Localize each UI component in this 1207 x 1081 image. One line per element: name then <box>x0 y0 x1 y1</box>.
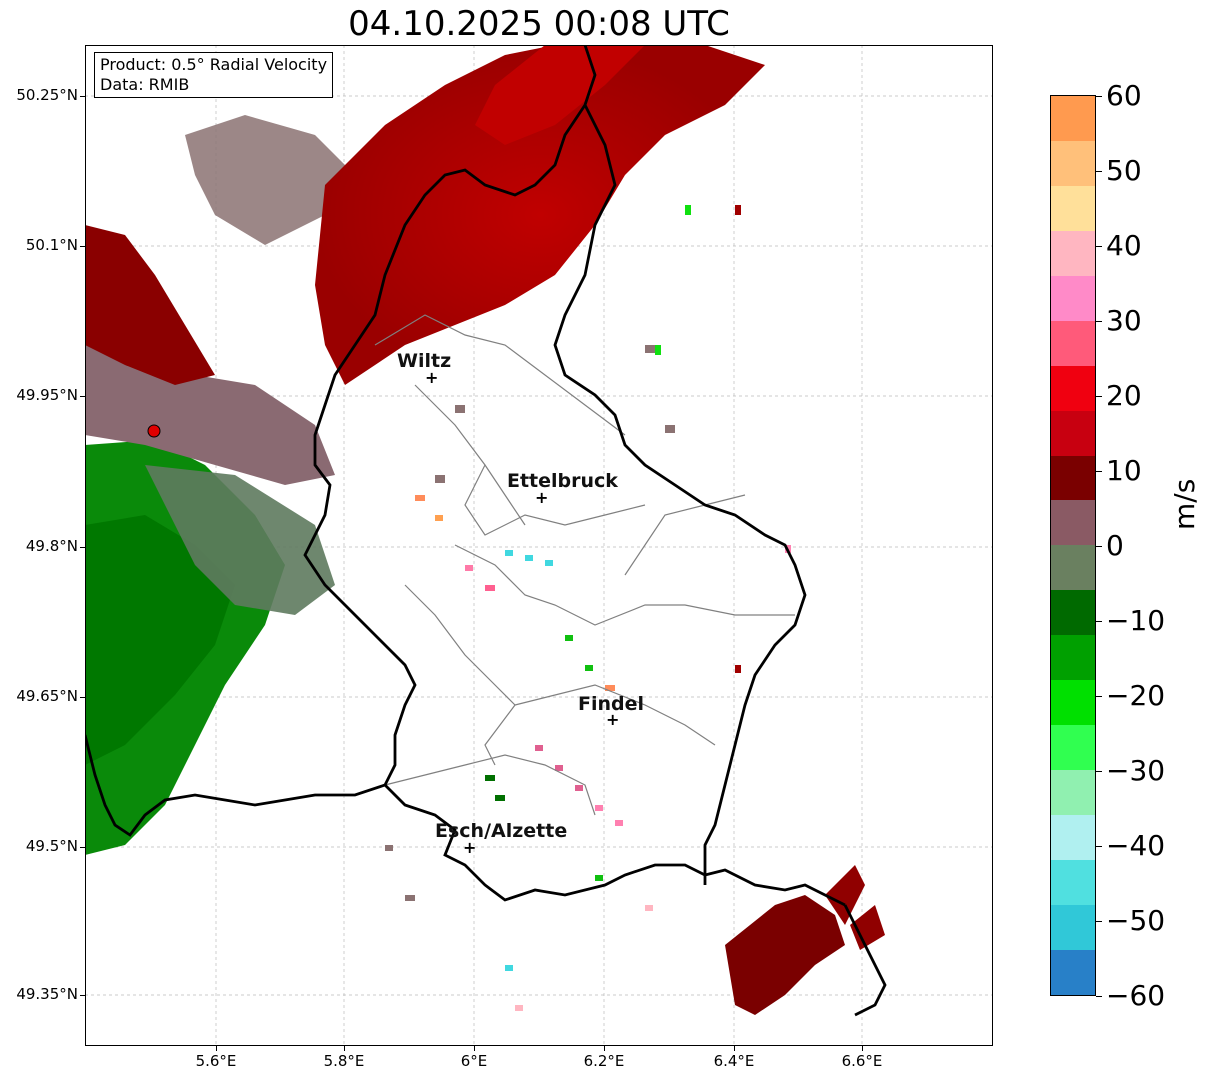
colorbar-swatch <box>1051 725 1095 771</box>
colorbar-tick-label: −10 <box>1106 604 1166 637</box>
y-tick-label: 49.35°N <box>16 985 78 1003</box>
data-source-label: Data: RMIB <box>100 75 190 94</box>
colorbar-swatch <box>1051 410 1095 456</box>
colorbar-tick-mark <box>1096 246 1102 247</box>
city-marker-esch-alzette: + <box>463 838 477 857</box>
colorbar-swatch <box>1051 320 1095 366</box>
radar-site-marker[interactable] <box>147 424 161 438</box>
colorbar-swatch <box>1051 365 1095 411</box>
y-tick-mark <box>80 96 85 97</box>
colorbar-swatch <box>1051 770 1095 815</box>
city-marker-wiltz: + <box>425 368 439 387</box>
colorbar-tick-label: 50 <box>1106 154 1142 187</box>
colorbar-swatch <box>1051 859 1095 905</box>
colorbar-swatch <box>1051 185 1095 231</box>
colorbar-tick-label: −20 <box>1106 679 1166 712</box>
colorbar-swatch <box>1051 96 1095 141</box>
city-label-wiltz: Wiltz <box>397 350 452 372</box>
y-tick-mark <box>80 396 85 397</box>
map-title: 04.10.2025 00:08 UTC <box>348 4 730 44</box>
colorbar-tick-mark <box>1096 696 1102 697</box>
x-tick-mark <box>216 1046 217 1051</box>
x-tick-mark <box>344 1046 345 1051</box>
colorbar-swatch <box>1051 590 1095 636</box>
x-tick-mark <box>604 1046 605 1051</box>
x-tick-mark <box>862 1046 863 1051</box>
x-tick-mark <box>474 1046 475 1051</box>
y-tick-label: 49.8°N <box>25 537 78 555</box>
city-label-ettelbruck: Ettelbruck <box>507 470 618 492</box>
x-tick-label: 6.6°E <box>841 1052 883 1070</box>
product-label: Product: 0.5° Radial Velocity <box>100 55 328 74</box>
colorbar-tick-mark <box>1096 771 1102 772</box>
city-label-esch-alzette: Esch/Alzette <box>435 820 568 842</box>
colorbar-swatch <box>1051 545 1095 591</box>
y-tick-mark <box>80 697 85 698</box>
y-tick-label: 50.1°N <box>25 236 78 254</box>
city-marker-ettelbruck: + <box>535 488 549 507</box>
colorbar-unit-label: m/s <box>1168 478 1201 530</box>
x-tick-label: 5.8°E <box>323 1052 365 1070</box>
green-echo-region <box>85 440 335 855</box>
colorbar-tick-mark <box>1096 471 1102 472</box>
y-tick-mark <box>80 246 85 247</box>
colorbar-swatch <box>1051 815 1095 860</box>
canton-borders <box>374 314 795 816</box>
y-tick-label: 49.65°N <box>16 687 78 705</box>
colorbar-swatch <box>1051 275 1095 321</box>
colorbar-swatch <box>1051 635 1095 681</box>
colorbar-tick-label: 30 <box>1106 304 1142 337</box>
x-tick-label: 6.2°E <box>583 1052 625 1070</box>
colorbar-tick-mark <box>1096 546 1102 547</box>
colorbar-tick-label: −30 <box>1106 754 1166 787</box>
colorbar-swatch <box>1051 949 1095 995</box>
x-tick-label: 6°E <box>460 1052 488 1070</box>
colorbar-tick-label: 40 <box>1106 229 1142 262</box>
colorbar-tick-mark <box>1096 621 1102 622</box>
x-tick-mark <box>734 1046 735 1051</box>
southeast-echo-cell <box>725 865 885 1015</box>
colorbar-tick-label: 20 <box>1106 379 1142 412</box>
colorbar-swatch <box>1051 455 1095 501</box>
national-border <box>85 45 887 1017</box>
y-tick-label: 49.5°N <box>25 837 78 855</box>
colorbar-swatch <box>1051 904 1095 950</box>
darkred-echo-region <box>85 225 215 385</box>
colorbar-tick-label: −60 <box>1106 979 1166 1012</box>
colorbar-tick-label: 0 <box>1106 529 1124 562</box>
colorbar-tick-mark <box>1096 396 1102 397</box>
red-echo-band <box>315 45 765 385</box>
colorbar-tick-mark <box>1096 96 1102 97</box>
colorbar-tick-mark <box>1096 921 1102 922</box>
colorbar-tick-mark <box>1096 846 1102 847</box>
city-label-findel: Findel <box>578 693 645 715</box>
colorbar-tick-label: 10 <box>1106 454 1142 487</box>
colorbar-tick-label: −50 <box>1106 904 1166 937</box>
colorbar-tick-label: 60 <box>1106 79 1142 112</box>
colorbar-tick-mark <box>1096 171 1102 172</box>
colorbar-swatch <box>1051 230 1095 276</box>
map-canvas <box>85 45 993 1046</box>
y-tick-mark <box>80 847 85 848</box>
colorbar-tick-mark <box>1096 996 1102 997</box>
x-tick-label: 6.4°E <box>713 1052 755 1070</box>
x-tick-label: 5.6°E <box>195 1052 237 1070</box>
colorbar-swatch <box>1051 500 1095 546</box>
colorbar-swatch <box>1051 140 1095 186</box>
y-tick-label: 50.25°N <box>16 86 78 104</box>
y-tick-mark <box>80 547 85 548</box>
colorbar <box>1050 95 1096 996</box>
city-marker-findel: + <box>606 710 620 729</box>
info-box: Product: 0.5° Radial Velocity Data: RMIB <box>94 52 334 98</box>
y-tick-mark <box>80 995 85 996</box>
y-tick-label: 49.95°N <box>16 386 78 404</box>
radar-map[interactable] <box>85 45 993 1046</box>
colorbar-tick-label: −40 <box>1106 829 1166 862</box>
colorbar-swatch <box>1051 680 1095 726</box>
scattered-echoes <box>385 205 791 1011</box>
colorbar-tick-mark <box>1096 321 1102 322</box>
